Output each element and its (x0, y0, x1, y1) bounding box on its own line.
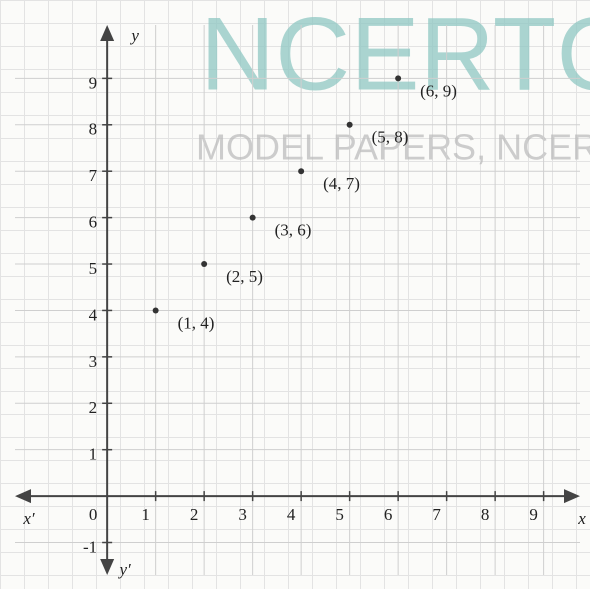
y-tick-label: 3 (89, 352, 98, 371)
point (298, 168, 304, 174)
x-tick-label: 9 (529, 505, 538, 524)
point-label: (3, 6) (275, 221, 312, 240)
arrow (564, 489, 580, 503)
origin-label: 0 (89, 505, 98, 524)
arrow (15, 489, 31, 503)
point (395, 75, 401, 81)
watermark-title: NCERTC (200, 0, 590, 112)
x-axis-label: x (577, 509, 586, 528)
y-tick-label: 4 (89, 305, 98, 324)
y-axis-label: y (129, 26, 139, 45)
chart: NCERTC MODEL PAPERS, NCER 123456789-1123… (0, 0, 590, 589)
point (250, 215, 256, 221)
y-tick-label: 6 (89, 213, 98, 232)
y-axis-label-neg: y′ (118, 560, 132, 579)
x-tick-label: 7 (432, 505, 441, 524)
point-label: (4, 7) (323, 174, 360, 193)
point-label: (1, 4) (178, 313, 215, 332)
point (347, 122, 353, 128)
y-tick-label: -1 (83, 537, 97, 556)
x-tick-label: 3 (238, 505, 247, 524)
point-label: (6, 9) (420, 81, 457, 100)
y-tick-label: 8 (89, 120, 98, 139)
x-tick-label: 2 (190, 505, 199, 524)
y-tick-label: 7 (89, 166, 98, 185)
point (153, 307, 159, 313)
point-label: (2, 5) (226, 267, 263, 286)
arrow (100, 559, 114, 575)
point (201, 261, 207, 267)
point-label: (5, 8) (372, 128, 409, 147)
y-tick-label: 5 (89, 259, 98, 278)
y-tick-label: 2 (89, 398, 98, 417)
x-tick-label: 8 (481, 505, 490, 524)
x-tick-label: 4 (287, 505, 296, 524)
x-axis-label-neg: x′ (22, 509, 35, 528)
y-tick-label: 9 (89, 73, 98, 92)
arrow (100, 25, 114, 41)
x-tick-label: 1 (141, 505, 150, 524)
y-tick-label: 1 (89, 445, 98, 464)
x-tick-label: 5 (335, 505, 344, 524)
x-tick-label: 6 (384, 505, 393, 524)
